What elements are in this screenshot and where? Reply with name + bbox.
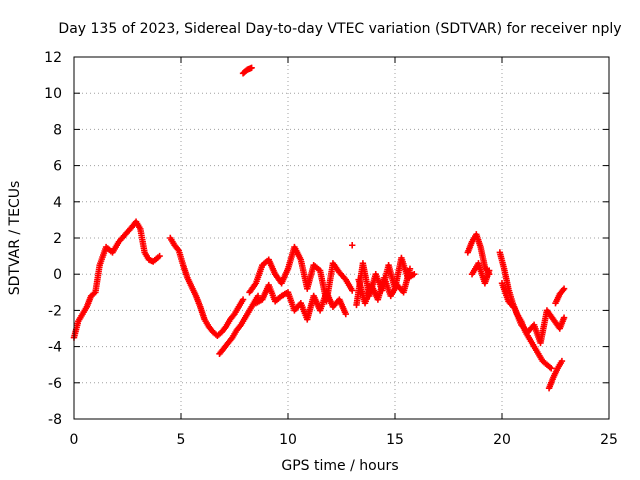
y-tick-label: 0 <box>53 267 62 283</box>
y-tick-label: 8 <box>53 122 62 138</box>
data-point <box>560 285 568 292</box>
plot-frame <box>73 56 610 420</box>
data-point <box>342 310 349 318</box>
data-point <box>156 252 163 260</box>
x-axis-label: GPS time / hours <box>281 458 398 474</box>
data-point <box>349 287 356 294</box>
data-point <box>254 292 262 300</box>
grid <box>74 57 609 419</box>
chart-title: Day 135 of 2023, Sidereal Day-to-day VTE… <box>58 21 621 37</box>
y-tick-label: 12 <box>44 50 62 66</box>
data-point <box>349 242 356 249</box>
x-tick-label: 25 <box>600 432 618 448</box>
x-tick-label: 15 <box>386 432 404 448</box>
y-tick-label: -6 <box>48 376 62 392</box>
data-point <box>239 296 247 303</box>
x-tick-label: 0 <box>70 432 79 448</box>
x-tick-label: 5 <box>177 432 186 448</box>
x-tick-label: 10 <box>279 432 297 448</box>
data-point <box>411 271 418 278</box>
axis-ticks: 0 5 10 15 20 25 -8 -6 -4 -2 0 2 4 6 8 10 12 <box>44 50 618 448</box>
y-tick-label: 4 <box>53 195 62 211</box>
y-tick-label: 6 <box>53 159 62 175</box>
data-point <box>558 357 566 365</box>
x-tick-label: 20 <box>493 432 511 448</box>
y-tick-label: -8 <box>48 412 62 428</box>
data-points <box>70 64 568 392</box>
y-tick-label: 2 <box>53 231 62 247</box>
y-tick-label: -4 <box>48 340 62 356</box>
data-point <box>406 265 414 272</box>
y-tick-label: 10 <box>44 86 62 102</box>
y-axis-label: SDTVAR / TECUs <box>7 181 23 296</box>
data-point <box>560 314 568 321</box>
data-point <box>248 64 255 72</box>
data-point <box>485 267 493 274</box>
y-tick-label: -2 <box>48 303 62 319</box>
data-point <box>548 365 555 372</box>
